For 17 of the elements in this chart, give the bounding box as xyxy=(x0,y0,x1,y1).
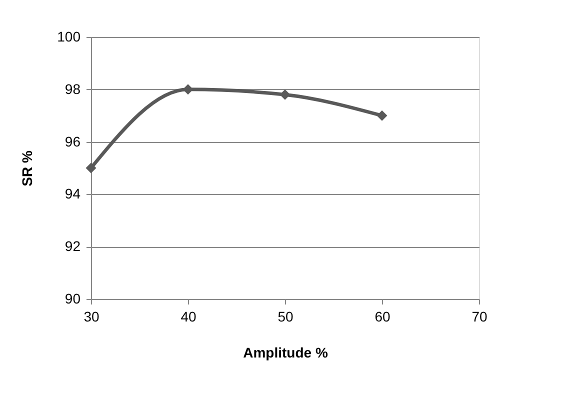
y-tick-label: 98 xyxy=(64,80,81,97)
y-tick-label: 90 xyxy=(64,290,81,306)
y-tick-label: 100 xyxy=(57,28,81,44)
x-tick-label: 30 xyxy=(84,308,100,324)
x-tick-label: 50 xyxy=(278,308,294,324)
y-tick-label: 96 xyxy=(64,133,81,150)
point xyxy=(376,110,388,121)
y-tick-label: 94 xyxy=(64,186,81,202)
point xyxy=(86,162,96,174)
point xyxy=(280,89,290,100)
x-tick-label: 60 xyxy=(374,308,390,324)
point xyxy=(182,84,194,95)
x-tick-label: 40 xyxy=(180,308,196,324)
x-tick-label: 70 xyxy=(472,308,488,324)
y-tick-label: 92 xyxy=(64,238,81,254)
y-axis-title: SR % xyxy=(19,150,36,186)
x-axis-title: Amplitude % xyxy=(243,344,328,360)
